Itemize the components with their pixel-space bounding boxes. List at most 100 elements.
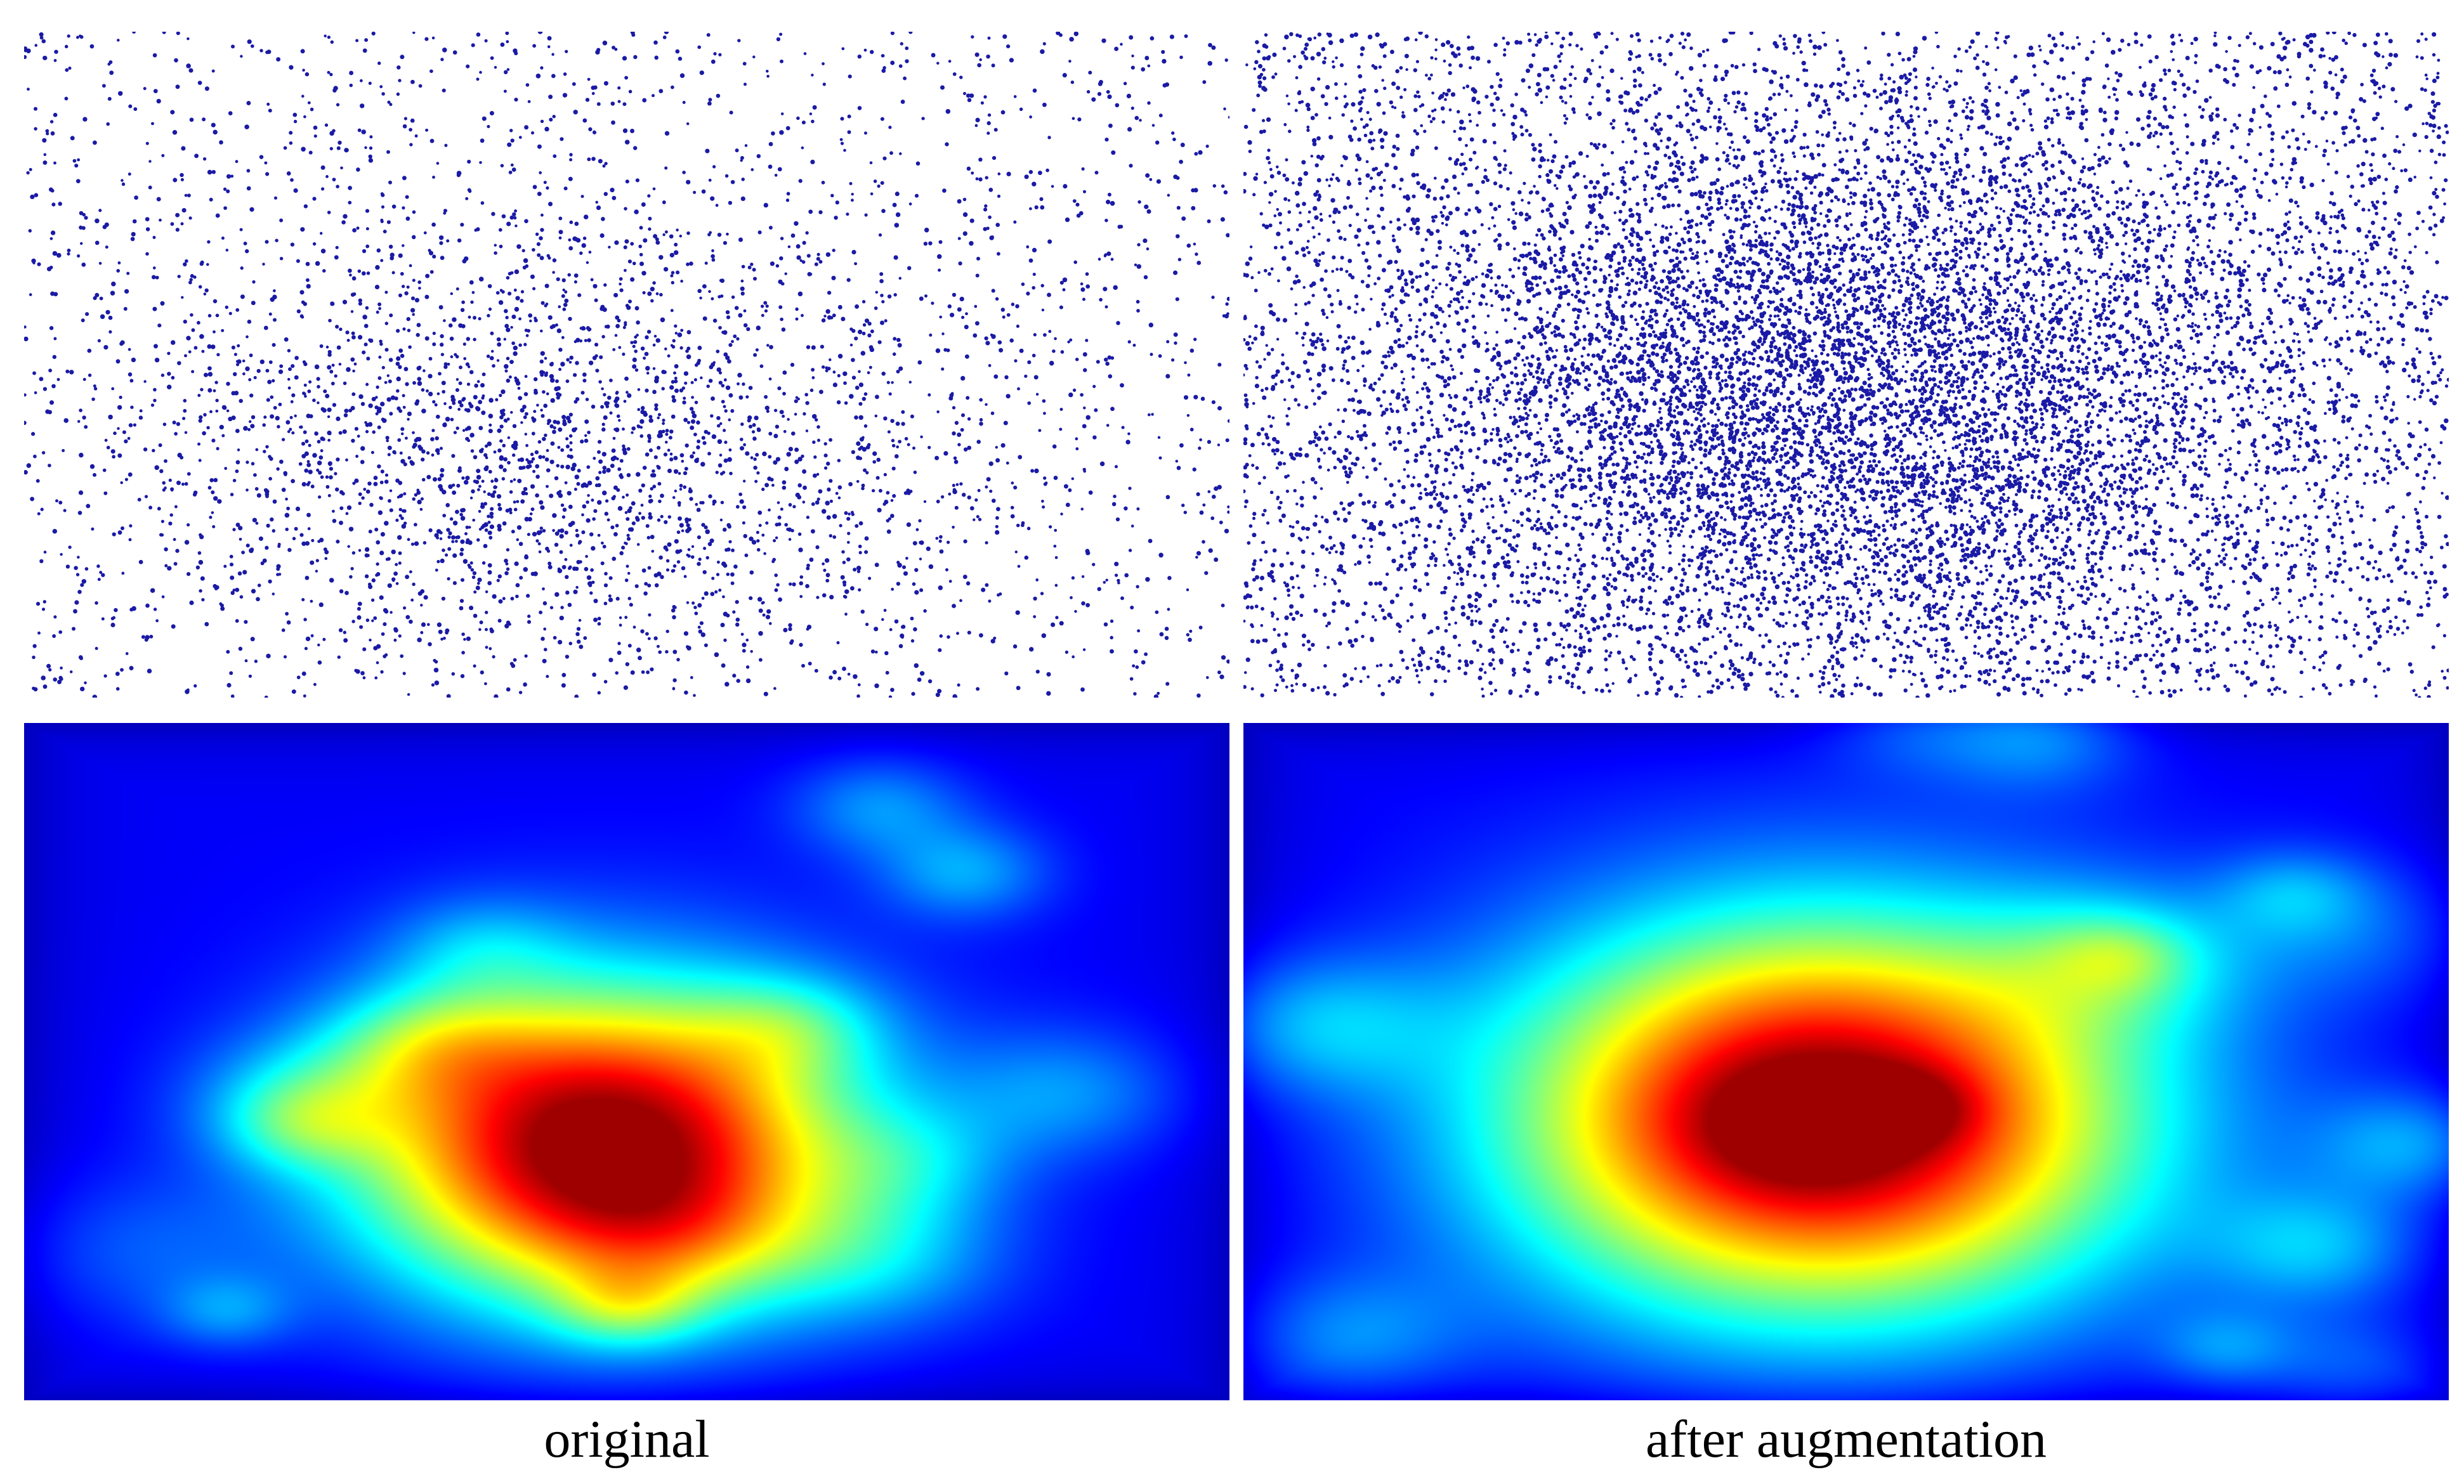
scatter-point bbox=[320, 249, 326, 254]
scatter-point bbox=[96, 564, 100, 568]
scatter-point bbox=[2297, 415, 2301, 419]
scatter-point bbox=[410, 79, 415, 84]
scatter-point bbox=[2046, 530, 2050, 533]
scatter-point bbox=[1513, 356, 1517, 361]
scatter-point bbox=[2176, 392, 2180, 396]
scatter-point bbox=[161, 519, 164, 523]
scatter-point bbox=[42, 138, 47, 143]
scatter-point bbox=[961, 315, 965, 319]
scatter-point bbox=[1167, 576, 1172, 580]
scatter-point bbox=[1385, 572, 1389, 576]
scatter-point bbox=[573, 340, 577, 344]
scatter-point bbox=[287, 430, 291, 433]
scatter-point bbox=[315, 261, 320, 266]
scatter-point bbox=[614, 427, 620, 433]
scatter-point bbox=[510, 410, 513, 414]
scatter-point bbox=[646, 670, 650, 675]
scatter-point bbox=[405, 195, 409, 199]
scatter-point bbox=[306, 413, 311, 419]
scatter-point bbox=[343, 214, 348, 219]
scatter-point bbox=[244, 620, 248, 624]
scatter-point bbox=[451, 453, 455, 458]
scatter-point bbox=[52, 251, 58, 256]
scatter-point bbox=[661, 369, 666, 374]
scatter-point bbox=[120, 668, 124, 672]
scatter-point bbox=[816, 425, 820, 429]
scatter-point bbox=[1816, 223, 1821, 227]
scatter-point bbox=[857, 329, 863, 335]
scatter-point bbox=[563, 72, 567, 76]
scatter-point bbox=[663, 545, 668, 550]
scatter-point bbox=[681, 529, 685, 533]
scatter-point bbox=[1852, 337, 1856, 341]
scatter-point bbox=[230, 44, 235, 49]
scatter-point bbox=[640, 346, 645, 351]
scatter-point bbox=[194, 153, 199, 159]
scatter-point bbox=[1054, 556, 1058, 559]
scatter-point bbox=[757, 230, 762, 235]
scatter-point bbox=[2258, 45, 2264, 50]
scatter-point bbox=[177, 361, 181, 365]
scatter-point bbox=[679, 73, 685, 78]
scatter-point bbox=[879, 278, 884, 283]
scatter-point bbox=[856, 441, 861, 446]
scatter-point bbox=[957, 199, 962, 204]
scatter-point bbox=[386, 220, 391, 225]
scatter-point bbox=[662, 419, 665, 422]
scatter-point bbox=[634, 209, 639, 214]
scatter-point bbox=[739, 499, 744, 504]
scatter-point bbox=[1897, 508, 1901, 512]
scatter-point bbox=[158, 443, 162, 447]
scatter-point bbox=[752, 436, 757, 441]
scatter-point bbox=[336, 103, 340, 107]
scatter-point bbox=[1873, 297, 1878, 302]
scatter-point bbox=[645, 524, 650, 528]
scatter-point bbox=[664, 520, 668, 524]
scatter-point bbox=[716, 573, 720, 576]
scatter-point bbox=[609, 378, 613, 382]
scatter-point bbox=[580, 439, 584, 444]
scatter-point bbox=[1034, 205, 1039, 210]
scatter-point bbox=[46, 266, 52, 271]
scatter-point bbox=[343, 381, 347, 386]
scatter-point bbox=[806, 627, 809, 631]
scatter-point bbox=[299, 314, 304, 318]
scatter-point bbox=[701, 523, 705, 527]
scatter-point bbox=[283, 655, 287, 659]
scatter-point bbox=[776, 37, 781, 42]
scatter-point bbox=[454, 540, 458, 543]
scatter-point bbox=[432, 331, 436, 335]
scatter-point bbox=[842, 667, 846, 672]
scatter-point bbox=[325, 485, 330, 489]
scatter-point bbox=[43, 387, 48, 391]
scatter-point bbox=[498, 300, 504, 305]
scatter-point bbox=[927, 679, 933, 684]
scatter-point bbox=[1147, 64, 1151, 68]
scatter-point bbox=[1536, 637, 1541, 642]
scatter-point bbox=[380, 469, 384, 474]
scatter-point bbox=[984, 204, 988, 208]
scatter-point bbox=[711, 576, 715, 580]
scatter-point bbox=[53, 337, 57, 341]
scatter-point bbox=[440, 58, 444, 62]
scatter-point bbox=[2070, 376, 2075, 381]
scatter-point bbox=[1068, 60, 1071, 63]
scatter-point bbox=[502, 443, 506, 448]
scatter-point bbox=[105, 309, 110, 315]
scatter-point bbox=[1996, 382, 2000, 386]
scatter-point bbox=[465, 540, 469, 545]
scatter-point bbox=[2386, 270, 2390, 275]
scatter-point bbox=[226, 409, 230, 413]
scatter-point bbox=[1732, 412, 1736, 417]
scatter-point bbox=[459, 365, 462, 370]
scatter-point bbox=[351, 331, 355, 335]
scatter-point bbox=[1483, 583, 1487, 587]
scatter-point bbox=[485, 611, 488, 615]
scatter-point bbox=[487, 514, 490, 518]
scatter-point bbox=[621, 545, 626, 550]
scatter-point bbox=[395, 518, 399, 522]
scatter-point bbox=[1051, 622, 1056, 627]
scatter-point bbox=[301, 671, 306, 676]
scatter-point bbox=[779, 130, 784, 135]
scatter-point bbox=[265, 240, 269, 244]
